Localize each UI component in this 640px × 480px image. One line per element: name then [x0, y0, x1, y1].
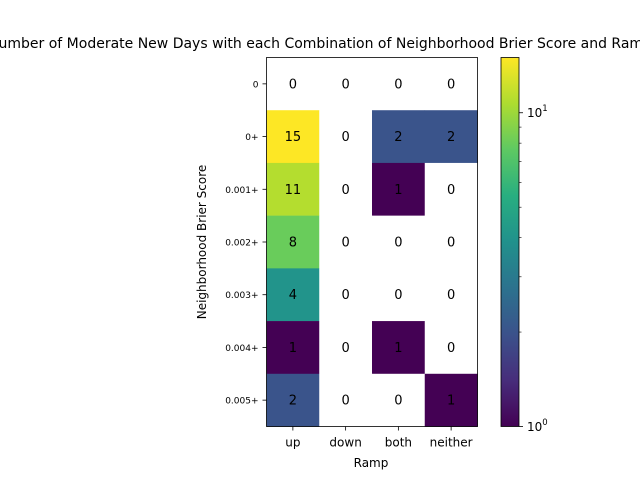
cell-value-label: 0 [341, 288, 349, 303]
cell-value-label: 0 [341, 341, 349, 356]
y-axis-label: Neighborhood Brier Score [195, 165, 209, 320]
cell-value-label: 0 [447, 183, 455, 198]
cell-value-label: 0 [447, 341, 455, 356]
heatmap-cell [424, 215, 478, 269]
cell-value-label: 0 [341, 394, 349, 409]
heatmap-cell [319, 268, 373, 322]
cell-value-label: 0 [394, 288, 402, 303]
colorbar-tick-label: 100 [527, 418, 548, 434]
x-axis-ticks: up down both neither [285, 426, 473, 450]
heatmap-cell [266, 215, 320, 269]
x-tick-label: up [285, 436, 300, 450]
heatmap-cell-labels: 0 0 0 015 0 2 211 0 1 08 0 0 04 0 0 01 0 1 02 0 0 1 [285, 77, 456, 408]
heatmap-cell [266, 57, 320, 111]
y-tick-label: 0 [253, 80, 259, 90]
cell-value-label: 1 [394, 341, 402, 356]
x-axis-label: Ramp [354, 456, 389, 470]
heatmap-cell [372, 215, 426, 269]
colorbar-ticks: 100 101 [519, 104, 548, 434]
cell-value-label: 0 [341, 236, 349, 251]
cell-value-label: 11 [285, 183, 302, 198]
cell-value-label: 8 [289, 236, 297, 251]
heatmap-cell [266, 162, 320, 216]
heatmap-cell [424, 57, 478, 111]
heatmap-cell [424, 373, 478, 427]
y-tick-label: 0.004+ [225, 344, 258, 354]
cell-value-label: 0 [394, 77, 402, 92]
y-tick-label: 0.003+ [225, 291, 258, 301]
cell-value-label: 0 [341, 183, 349, 198]
cell-value-label: 0 [394, 236, 402, 251]
cell-value-label: 2 [394, 130, 402, 145]
colorbar-tick-label: 101 [527, 104, 548, 120]
heatmap-cell [372, 268, 426, 322]
heatmap-cell [266, 373, 320, 427]
y-tick-label: 0.001+ [225, 186, 258, 196]
heatmap-cell [372, 110, 426, 164]
cell-value-label: 1 [447, 394, 455, 409]
chart-title: Number of Moderate New Days with each Co… [0, 36, 640, 52]
heatmap-cell [372, 162, 426, 216]
x-tick-label: neither [430, 436, 473, 450]
heatmap-cell [319, 373, 373, 427]
cell-value-label: 2 [289, 394, 297, 409]
heatmap-cell [372, 373, 426, 427]
cell-value-label: 1 [289, 341, 297, 356]
heatmap-cell [319, 162, 373, 216]
heatmap-cell [266, 110, 320, 164]
x-tick-label: both [385, 436, 412, 450]
colorbar: 100 101 [500, 57, 548, 434]
heatmap-cell [372, 57, 426, 111]
heatmap-cell [266, 321, 320, 375]
heatmap-cell [424, 110, 478, 164]
heatmap-cells [266, 57, 478, 427]
cell-value-label: 15 [285, 130, 302, 145]
heatmap-cell [319, 110, 373, 164]
cell-value-label: 0 [341, 130, 349, 145]
heatmap-cell [424, 268, 478, 322]
cell-value-label: 0 [447, 236, 455, 251]
y-tick-label: 0+ [245, 133, 258, 143]
y-tick-label: 0.005+ [225, 397, 258, 407]
cell-value-label: 4 [289, 288, 297, 303]
heatmap-cell [372, 321, 426, 375]
heatmap-cell [319, 215, 373, 269]
cell-value-label: 2 [447, 130, 455, 145]
cell-value-label: 0 [394, 394, 402, 409]
heatmap-cell [319, 321, 373, 375]
x-tick-label: down [329, 436, 361, 450]
y-tick-label: 0.002+ [225, 239, 258, 249]
heatmap-cell [424, 162, 478, 216]
heatmap-cell [424, 321, 478, 375]
heatmap-cell [319, 57, 373, 111]
cell-value-label: 1 [394, 183, 402, 198]
cell-value-label: 0 [447, 77, 455, 92]
cell-value-label: 0 [289, 77, 297, 92]
heatmap-cell [266, 268, 320, 322]
colorbar-gradient [500, 57, 520, 427]
cell-value-label: 0 [341, 77, 349, 92]
y-axis-ticks: 0 0+ 0.001+ 0.002+ 0.003+ 0.004+ 0.005+ [225, 80, 267, 407]
cell-value-label: 0 [447, 288, 455, 303]
